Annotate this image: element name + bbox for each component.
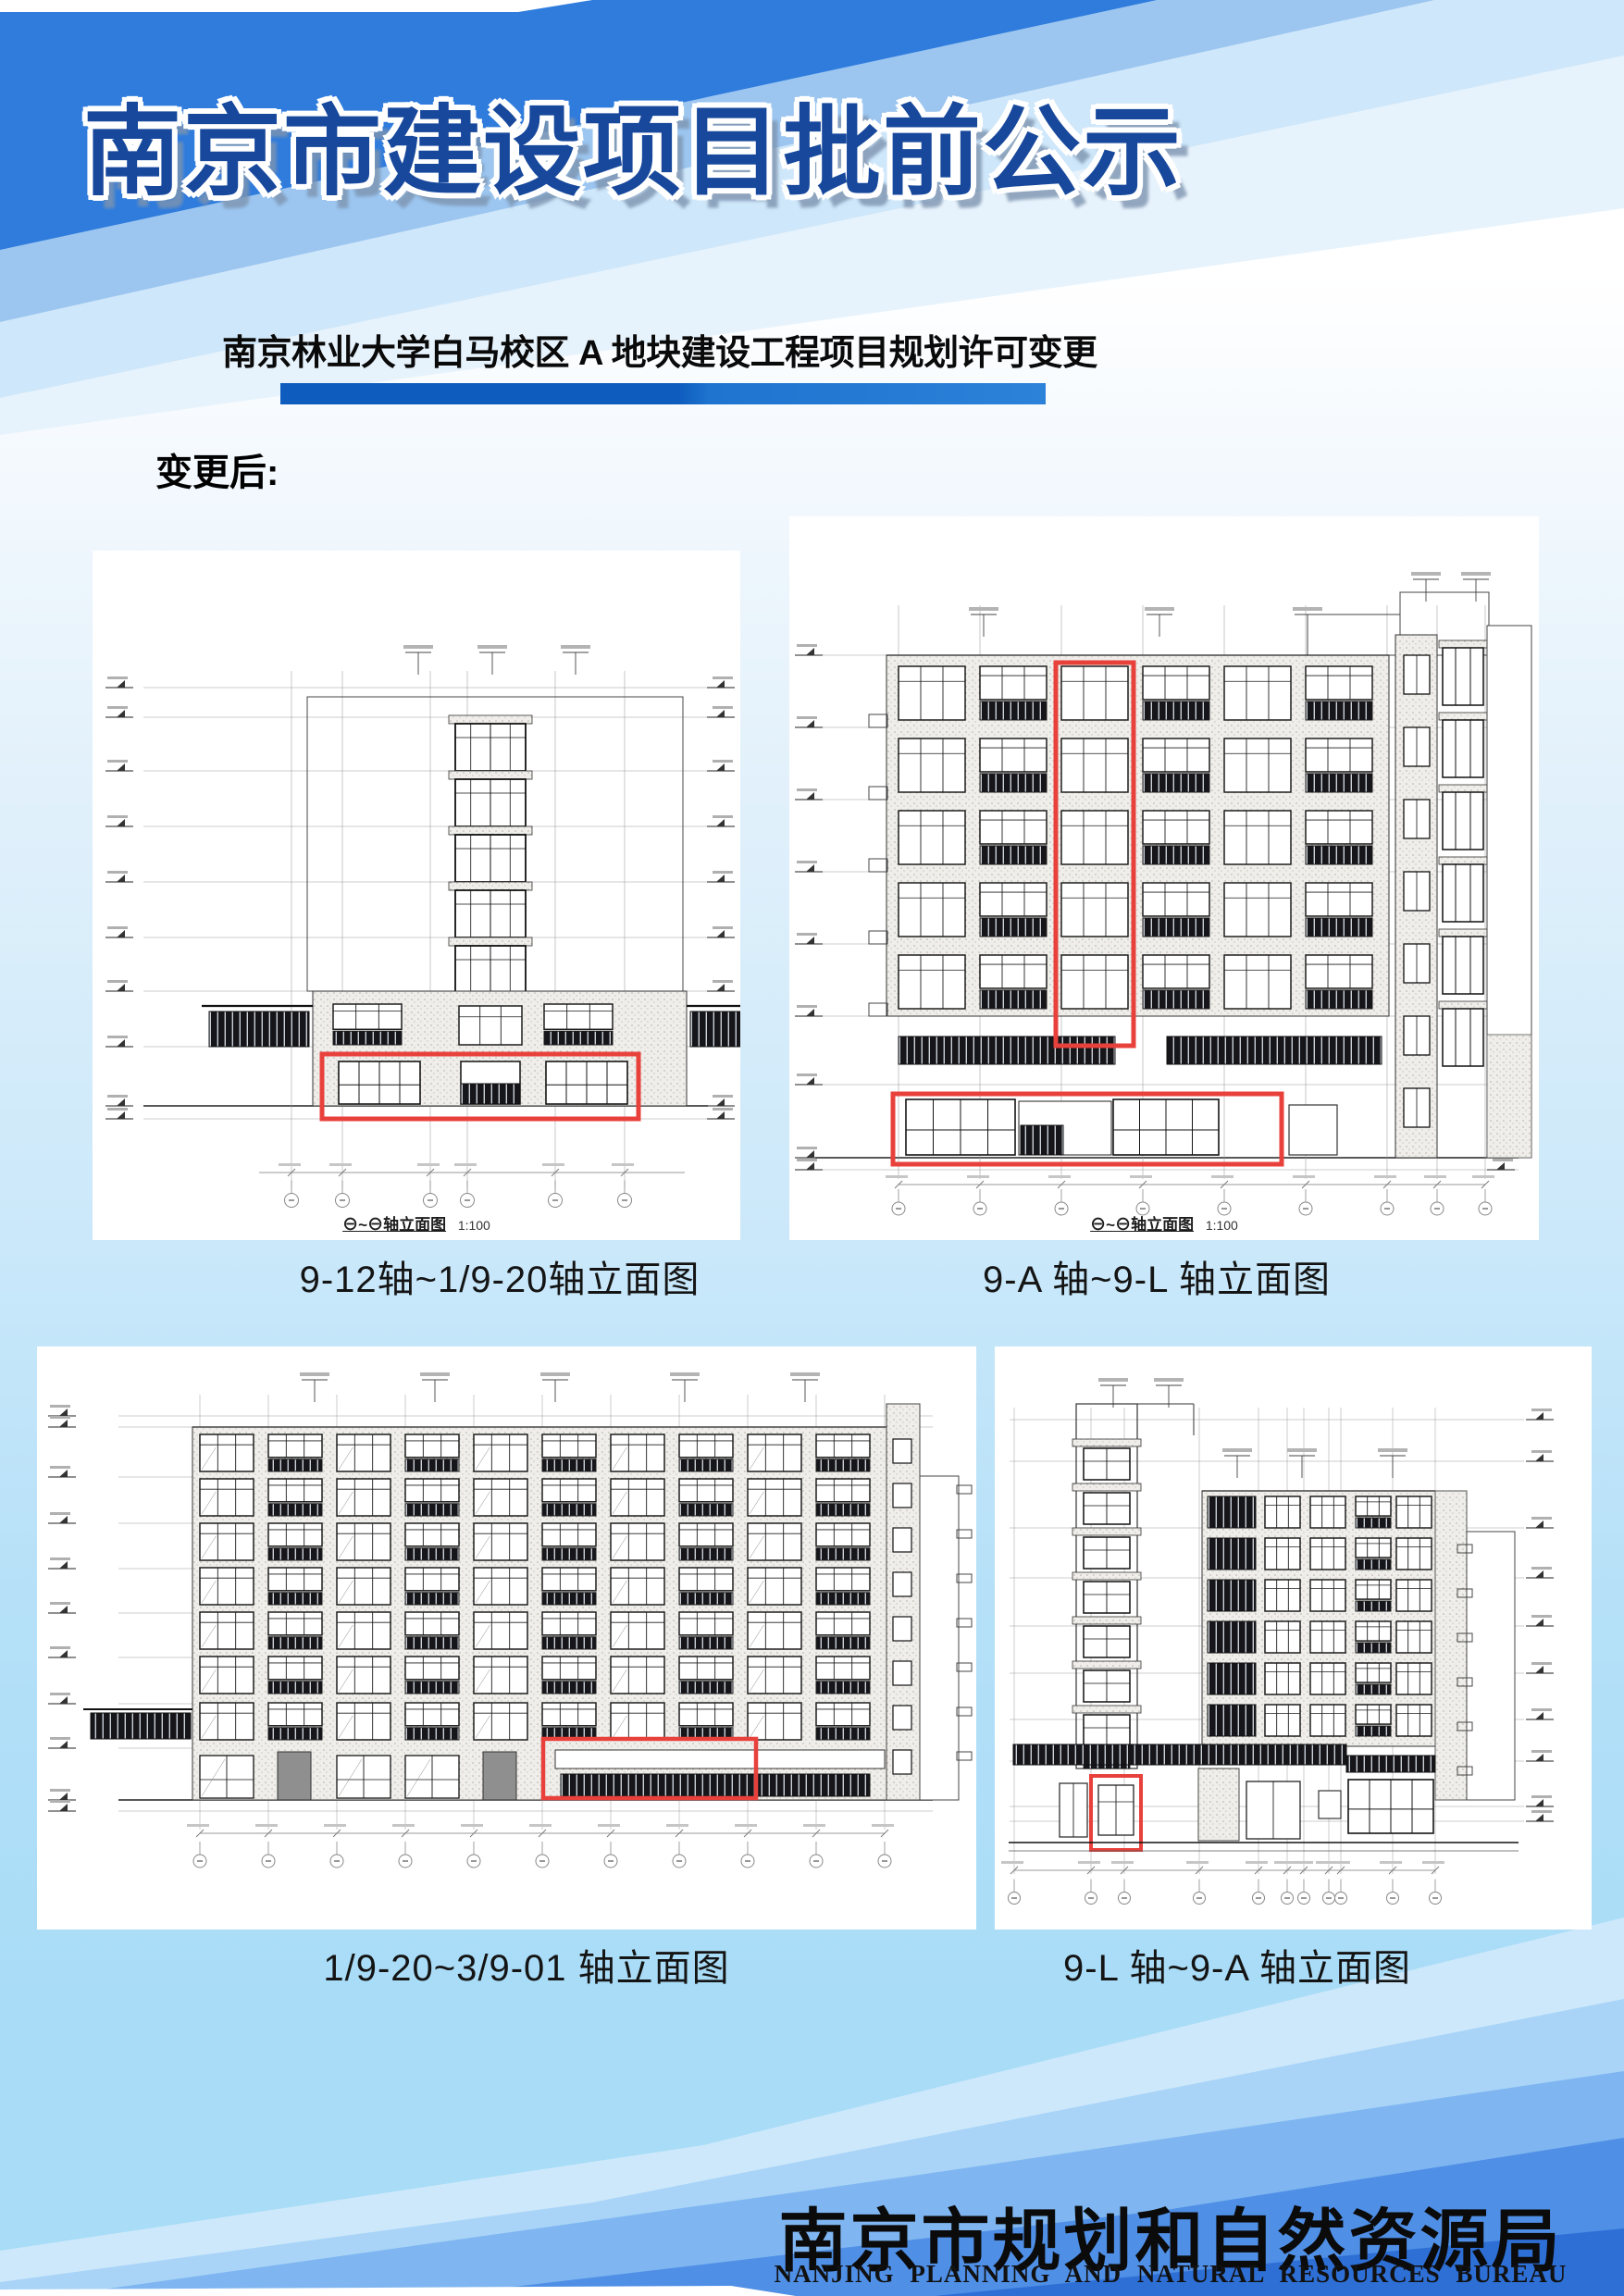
drawing-2-inner-caption: ⊖~⊖轴立面图 1:100: [789, 1211, 1539, 1235]
footer-organization-en: NANJING PLANNING AND NATURAL RESOURCES B…: [774, 2260, 1568, 2288]
elevation-drawing-1: ⊖~⊖轴立面图 1:100: [93, 551, 740, 1240]
drawing-2-scale-label: 1:100: [1205, 1218, 1238, 1233]
footer-band-4: [435, 2138, 1624, 2296]
elevation-drawing-2: ⊖~⊖轴立面图 1:100: [789, 516, 1539, 1240]
drawing-1-inner-caption: ⊖~⊖轴立面图 1:100: [93, 1211, 740, 1235]
drawing-2-caption: 9-A 轴~9-L 轴立面图: [983, 1260, 1331, 1300]
elevation-drawing-4: [995, 1347, 1592, 1930]
project-subtitle: 南京林业大学白马校区 A 地块建设工程项目规划许可变更: [222, 334, 1097, 373]
drawing-1-axis-label: ⊖~⊖轴立面图: [342, 1216, 447, 1234]
elevation-drawing-4-svg: [1001, 1378, 1554, 1905]
header-top-strip: [0, 0, 592, 12]
elevation-drawing-3: [37, 1347, 976, 1930]
footer-bottom-strip: [0, 2286, 796, 2296]
elevation-drawing-2-svg: [795, 572, 1532, 1216]
drawing-1-caption: 9-12轴~1/9-20轴立面图: [299, 1260, 700, 1300]
drawing-2-axis-label: ⊖~⊖轴立面图: [1090, 1216, 1195, 1234]
page-title: 南京市建设项目批前公示: [83, 99, 1183, 207]
footer-organization-cn: 南京市规划和自然资源局: [778, 2204, 1563, 2280]
section-label: 变更后:: [155, 453, 279, 493]
elevation-drawing-3-svg: [48, 1372, 973, 1868]
elevation-drawing-1-svg: [105, 645, 740, 1208]
footer-band-5: [935, 2228, 1624, 2296]
drawing-4-caption: 9-L 轴~9-A 轴立面图: [1063, 1948, 1411, 1989]
header-band-dark: [0, 0, 1157, 250]
subtitle-underline-bar: [280, 383, 1046, 404]
drawing-1-scale-label: 1:100: [457, 1218, 490, 1233]
drawing-3-caption: 1/9-20~3/9-01 轴立面图: [323, 1948, 730, 1989]
